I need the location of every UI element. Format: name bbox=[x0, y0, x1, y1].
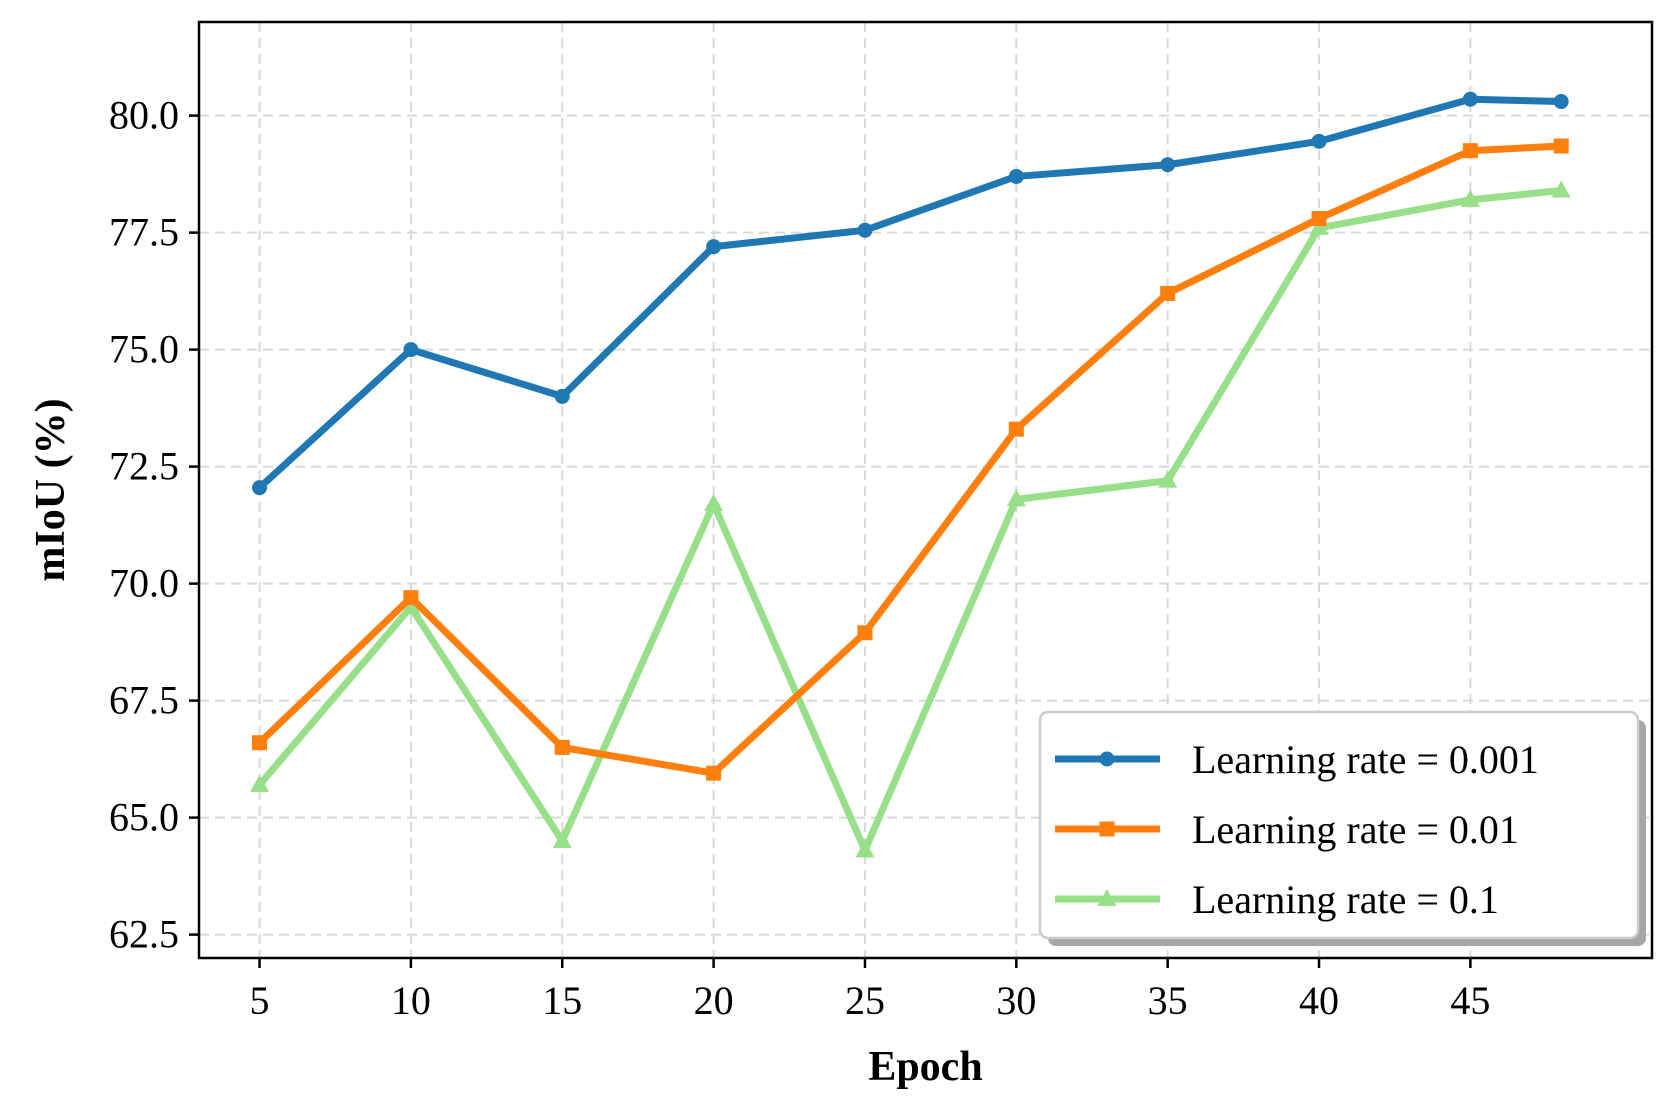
series-line bbox=[256, 142, 1565, 777]
x-tick-label: 10 bbox=[391, 978, 431, 1023]
data-point bbox=[554, 388, 570, 404]
legend: Learning rate = 0.001 Learning rate = 0.0… bbox=[1038, 710, 1646, 946]
plot-frame bbox=[197, 20, 1654, 960]
y-tick-label: 65.0 bbox=[109, 795, 179, 840]
legend-label: Learning rate = 0.01 bbox=[1192, 807, 1519, 852]
data-point bbox=[252, 735, 268, 751]
legend-entry: Learning rate = 0.001 bbox=[1055, 737, 1539, 782]
data-point bbox=[1311, 211, 1327, 227]
data-point bbox=[1553, 94, 1569, 110]
data-point bbox=[1008, 168, 1024, 184]
data-point bbox=[1551, 180, 1571, 198]
data-point bbox=[252, 480, 268, 496]
data-point bbox=[401, 597, 421, 614]
y-tick-label: 62.5 bbox=[109, 912, 179, 957]
legend-box bbox=[1038, 710, 1640, 940]
data-point bbox=[1311, 133, 1327, 149]
data-point bbox=[552, 831, 572, 848]
y-tick-label: 67.5 bbox=[109, 678, 179, 723]
legend-entry: Learning rate = 0.01 bbox=[1055, 807, 1519, 852]
data-point bbox=[403, 342, 419, 358]
legend-label: Learning rate = 0.1 bbox=[1192, 877, 1499, 922]
grid-lines bbox=[199, 22, 1652, 958]
legend-entry: Learning rate = 0.1 bbox=[1055, 877, 1499, 922]
data-point bbox=[1160, 157, 1176, 173]
data-point bbox=[403, 590, 419, 606]
data-point bbox=[706, 765, 722, 781]
data-point bbox=[704, 494, 724, 512]
y-tick-label: 75.0 bbox=[109, 327, 179, 372]
series-line bbox=[256, 186, 1565, 854]
y-tick-label: 77.5 bbox=[109, 210, 179, 255]
data-point bbox=[1158, 470, 1178, 488]
x-axis-ticks: 5 10 15 20 25 30 35 40 45 bbox=[250, 958, 1490, 1023]
data-point bbox=[1553, 138, 1569, 154]
legend-label: Learning rate = 0.001 bbox=[1192, 737, 1539, 782]
data-point bbox=[1462, 143, 1478, 159]
y-tick-label: 80.0 bbox=[109, 93, 179, 138]
data-point bbox=[1309, 217, 1329, 235]
y-axis-ticks: 62.5 65.0 67.5 70.0 72.5 75.0 77.5 80.0 bbox=[109, 93, 199, 957]
data-point bbox=[857, 625, 873, 641]
x-tick-label: 20 bbox=[694, 978, 734, 1023]
legend-marker bbox=[1099, 821, 1115, 837]
data-point bbox=[1160, 285, 1176, 301]
data-point bbox=[855, 840, 875, 858]
legend-marker bbox=[1099, 751, 1115, 767]
data-point bbox=[1008, 421, 1024, 437]
y-axis-title: mIoU (%) bbox=[28, 398, 74, 581]
data-point bbox=[1462, 91, 1478, 107]
x-axis-title: Epoch bbox=[868, 1044, 982, 1090]
x-tick-label: 15 bbox=[542, 978, 582, 1023]
y-tick-label: 72.5 bbox=[109, 444, 179, 489]
data-point bbox=[1006, 489, 1026, 507]
series-layer bbox=[250, 91, 1571, 858]
data-point bbox=[554, 739, 570, 755]
data-point bbox=[857, 222, 873, 238]
series-1 bbox=[252, 91, 1569, 496]
data-point bbox=[250, 774, 270, 792]
x-tick-label: 30 bbox=[996, 978, 1036, 1023]
x-tick-label: 45 bbox=[1450, 978, 1490, 1023]
data-point bbox=[706, 239, 722, 255]
series-line bbox=[256, 95, 1565, 492]
x-tick-label: 5 bbox=[250, 978, 270, 1023]
series-3 bbox=[250, 180, 1571, 858]
x-tick-label: 40 bbox=[1299, 978, 1339, 1023]
data-point bbox=[1460, 189, 1480, 207]
x-tick-label: 35 bbox=[1148, 978, 1188, 1023]
legend-marker bbox=[1097, 889, 1117, 906]
x-tick-label: 25 bbox=[845, 978, 885, 1023]
y-tick-label: 70.0 bbox=[109, 561, 179, 606]
series-2 bbox=[252, 138, 1569, 781]
